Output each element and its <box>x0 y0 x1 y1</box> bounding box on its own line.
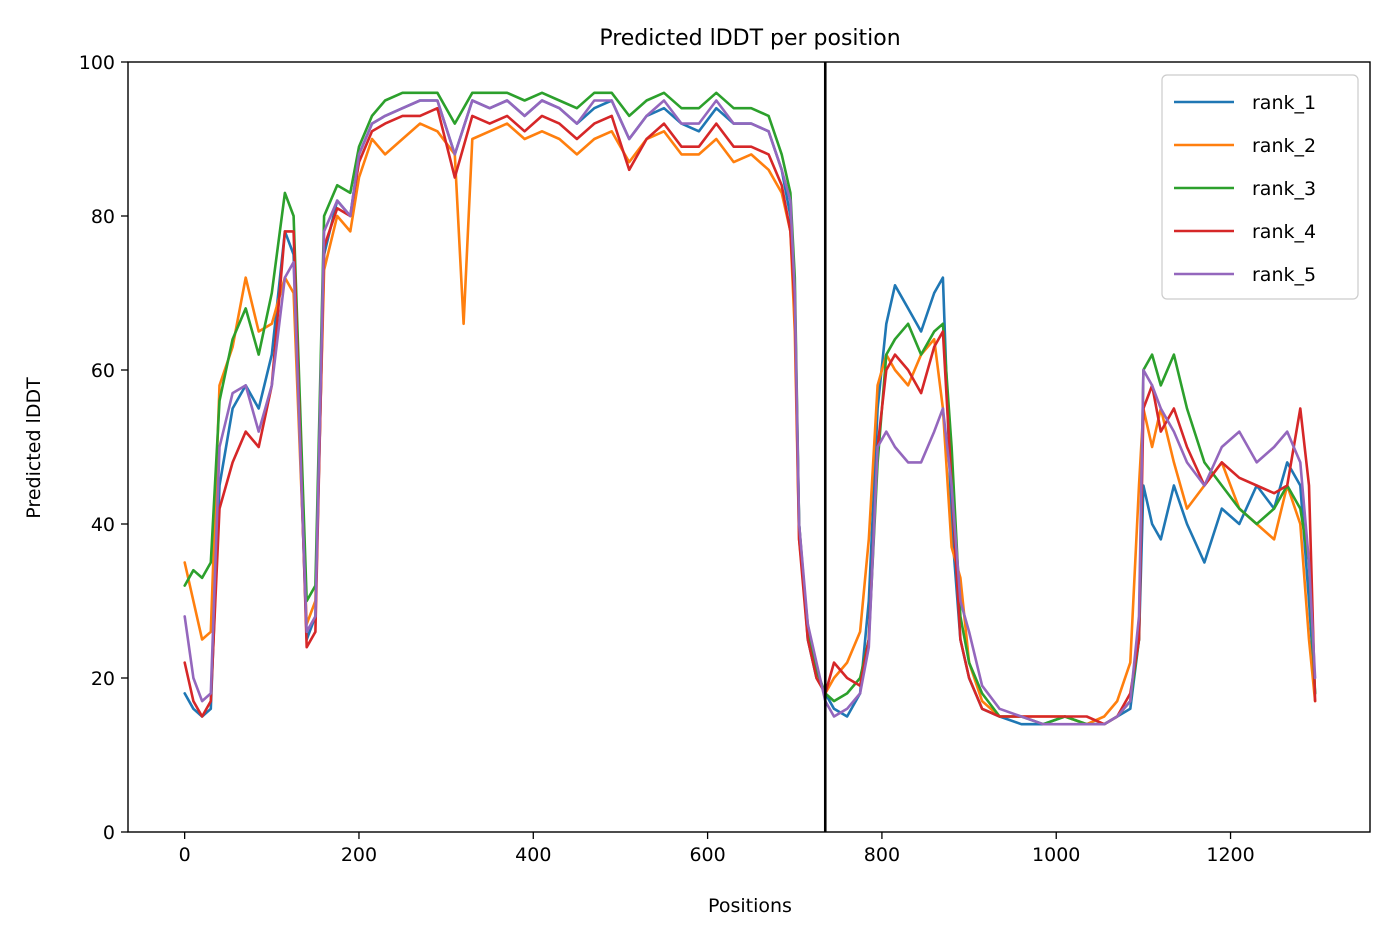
chart-title: Predicted lDDT per position <box>599 26 900 51</box>
legend-label-rank_1: rank_1 <box>1252 92 1316 114</box>
y-tick-label: 40 <box>91 514 115 536</box>
x-tick-label: 200 <box>341 844 377 866</box>
legend-label-rank_5: rank_5 <box>1252 264 1316 286</box>
y-tick-label: 100 <box>79 52 115 74</box>
x-tick-label: 1200 <box>1206 844 1254 866</box>
legend-box <box>1161 74 1359 300</box>
legend: rank_1 rank_2 rank_3 rank_4 rank_5 <box>1161 74 1359 300</box>
y-tick-label: 60 <box>91 360 115 382</box>
y-axis-label: Predicted lDDT <box>23 377 45 519</box>
legend-label-rank_2: rank_2 <box>1252 135 1316 157</box>
legend-label-rank_3: rank_3 <box>1252 178 1316 200</box>
y-tick-label: 0 <box>103 822 115 844</box>
series-lines <box>183 91 1317 726</box>
y-tick-label: 20 <box>91 668 115 690</box>
axis-ticks: 0 200 400 600 800 1000 1200 0 20 40 60 80 100 <box>79 52 1255 866</box>
x-tick-label: 1000 <box>1032 844 1080 866</box>
series-line-rank_5 <box>183 99 1317 726</box>
x-tick-label: 600 <box>689 844 725 866</box>
x-tick-label: 0 <box>179 844 191 866</box>
plot-frame <box>127 61 1371 833</box>
y-tick-label: 80 <box>91 206 115 228</box>
x-tick-label: 400 <box>515 844 551 866</box>
x-tick-label: 800 <box>864 844 900 866</box>
x-axis-label: Positions <box>708 895 792 917</box>
legend-label-rank_4: rank_4 <box>1252 221 1316 243</box>
